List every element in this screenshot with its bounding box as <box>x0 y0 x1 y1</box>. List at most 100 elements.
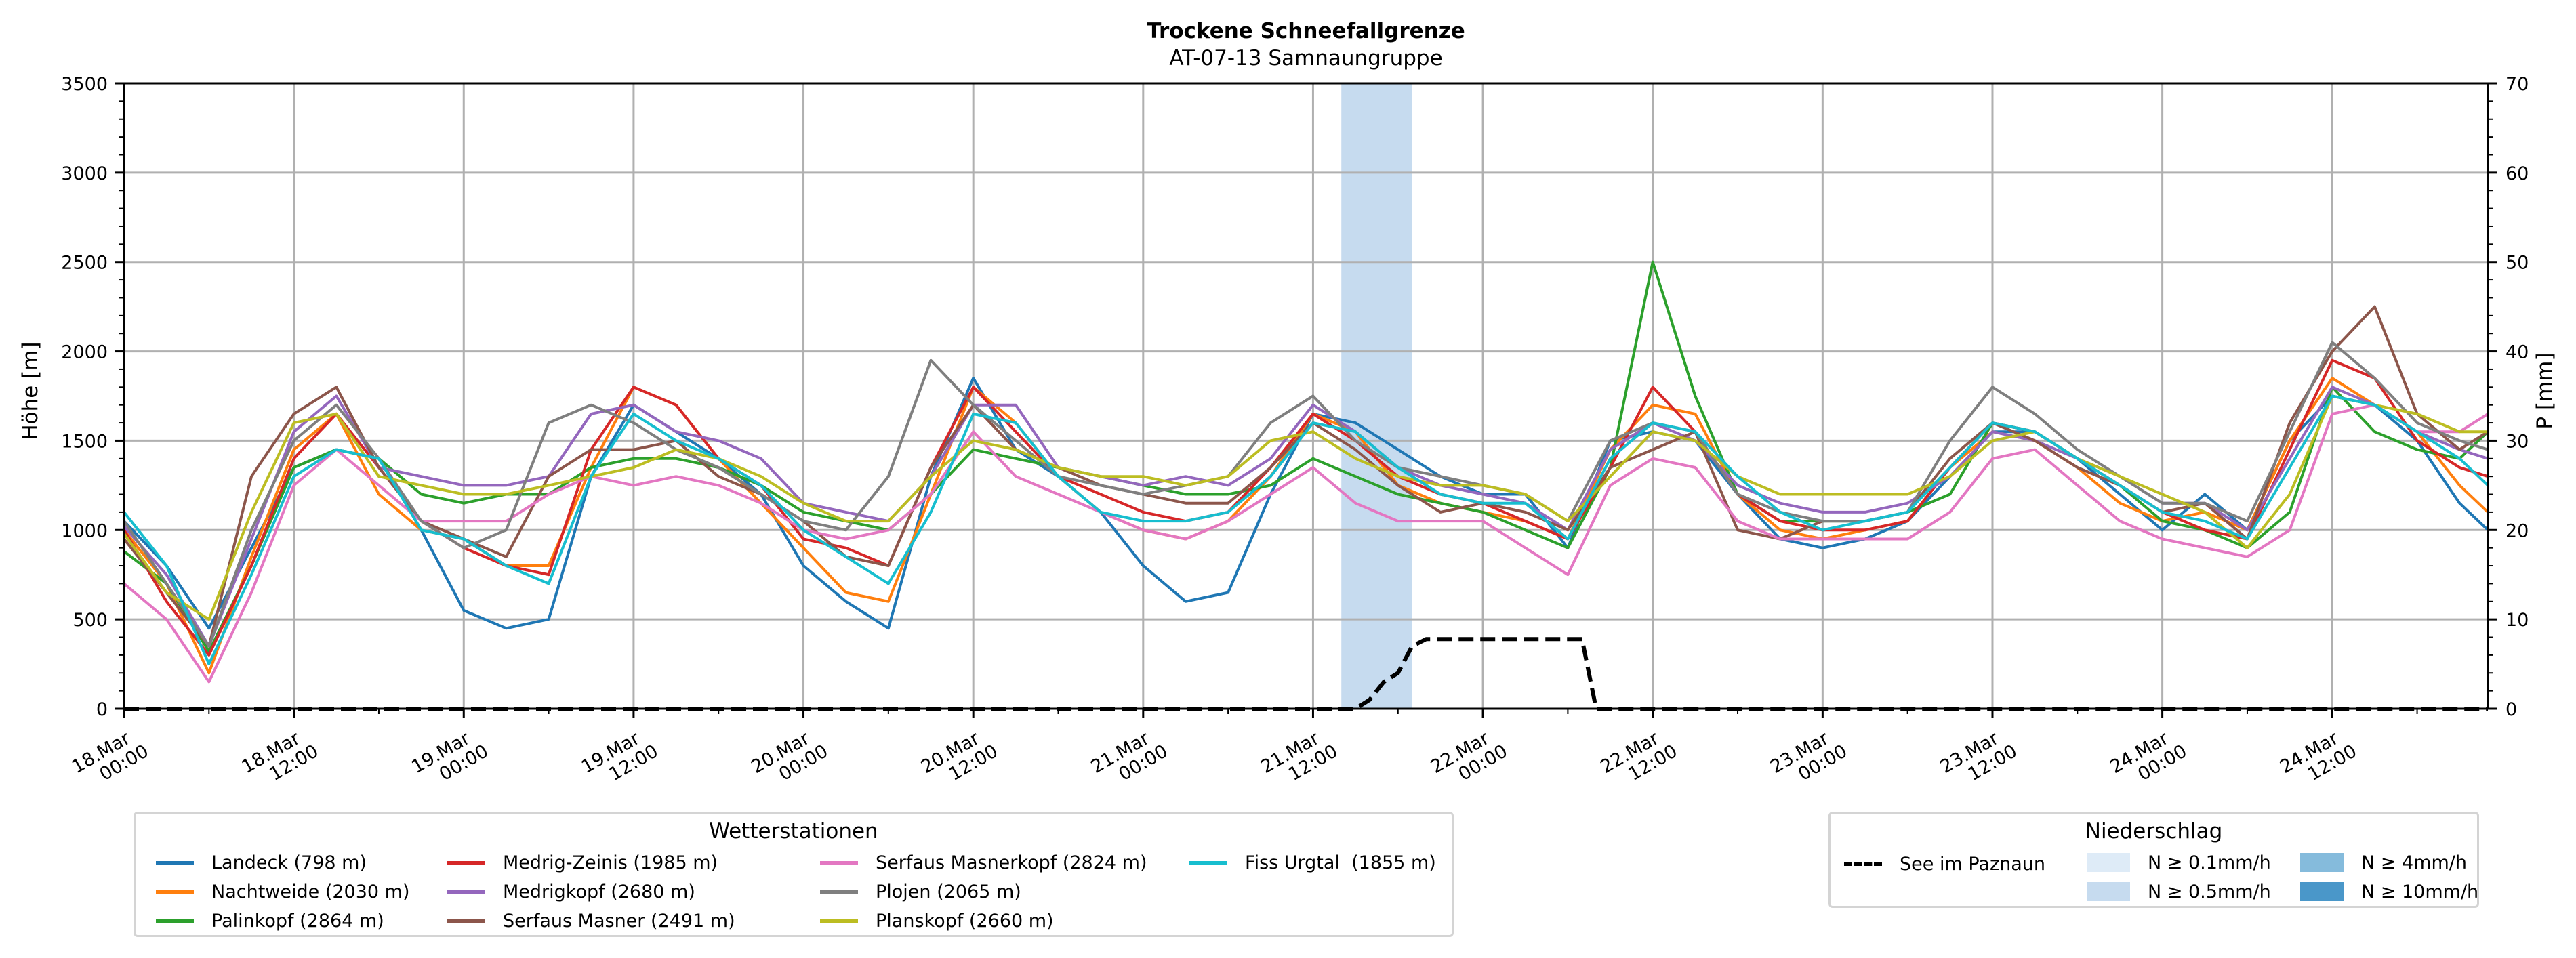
legend-item-station: Serfaus Masnerkopf (2824 m) <box>820 850 1147 875</box>
legend-swatch <box>2087 882 2130 901</box>
legend-label: N ≥ 0.5mm/h <box>2148 881 2271 902</box>
legend-swatch <box>1189 860 1227 865</box>
legend-lake-label: See im Paznaun <box>1900 853 2045 875</box>
y-tick-label: 2000 <box>61 342 108 363</box>
legend-swatch <box>820 890 858 894</box>
legend-label: Medrigkopf (2680 m) <box>503 881 695 902</box>
y-tick-label: 2500 <box>61 253 108 274</box>
station-lines <box>123 260 2489 684</box>
y-tick-label: 0 <box>96 699 108 720</box>
legend-swatch <box>156 890 194 894</box>
plot-frame <box>123 82 2489 710</box>
series-line-6 <box>123 403 2489 684</box>
legend-label: Nachtweide (2030 m) <box>211 881 410 902</box>
legend-label: Plojen (2065 m) <box>876 881 1021 902</box>
legend-item-station: Nachtweide (2030 m) <box>156 879 409 904</box>
y-tick-label: 1500 <box>61 431 108 452</box>
legend-swatch <box>447 890 485 894</box>
legend-item-station: Palinkopf (2864 m) <box>156 909 384 933</box>
y-tick-label: 3500 <box>61 74 108 95</box>
legend-item-precip: N ≥ 4mm/h <box>2300 850 2467 875</box>
legend-label: N ≥ 0.1mm/h <box>2148 852 2271 873</box>
legend-swatch <box>156 919 194 923</box>
legend-item-station: Planskopf (2660 m) <box>820 909 1054 933</box>
legend-label: N ≥ 4mm/h <box>2361 852 2467 873</box>
legend-label: N ≥ 10mm/h <box>2361 881 2479 902</box>
legend-item-lake: See im Paznaun <box>1844 850 2045 877</box>
chart-title: Trockene Schneefallgrenze <box>1147 19 1465 43</box>
y2-tick-label: 30 <box>2506 431 2529 452</box>
legend-item-station: Medrigkopf (2680 m) <box>447 879 695 904</box>
precipitation-bands <box>1341 83 1412 709</box>
y-tick-label: 500 <box>73 610 108 631</box>
lake-series <box>124 637 2488 711</box>
legend-item-station: Landeck (798 m) <box>156 850 367 875</box>
y2-tick-label: 60 <box>2506 163 2529 184</box>
legend-label: Serfaus Masner (2491 m) <box>503 910 735 932</box>
chart-subtitle: AT-07-13 Samnaungruppe <box>1169 46 1442 70</box>
lake-line <box>124 637 2488 711</box>
legend-label: Planskopf (2660 m) <box>876 910 1054 932</box>
y-axis-right: 0 10 20 30 40 50 60 70 <box>2488 74 2529 720</box>
legend-swatch <box>156 860 194 865</box>
legend-swatch <box>820 860 858 865</box>
grid <box>124 83 2488 709</box>
y-tick-label: 1000 <box>61 520 108 541</box>
legend-label: Landeck (798 m) <box>211 852 367 873</box>
legend-swatch <box>2300 882 2344 901</box>
legend-item-precip: N ≥ 10mm/h <box>2300 879 2478 904</box>
legend-item-precip: N ≥ 0.5mm/h <box>2087 879 2271 904</box>
precip-band <box>1341 83 1412 709</box>
series-line-8 <box>123 394 2488 621</box>
legend-item-station: Fiss Urgtal (1855 m) <box>1189 850 1436 875</box>
legend-stations: Wetterstationen Landeck (798 m) Nachtweid… <box>134 812 1454 937</box>
legend-item-station: Plojen (2065 m) <box>820 879 1021 904</box>
legend-label: Fiss Urgtal (1855 m) <box>1245 852 1436 873</box>
legend-precipitation: Niederschlag See im Paznaun N ≥ 0.1mm/h N… <box>1828 812 2479 908</box>
legend-item-precip: N ≥ 0.1mm/h <box>2087 850 2271 875</box>
y-axis-left: 0 500 1000 1500 2000 2500 3000 3500 <box>61 74 124 720</box>
y2-tick-label: 40 <box>2506 342 2529 363</box>
legend-swatch <box>2087 853 2130 872</box>
legend-swatch <box>447 860 485 865</box>
y2-tick-label: 20 <box>2506 520 2529 541</box>
legend-swatch <box>447 919 485 923</box>
legend-label: Palinkopf (2864 m) <box>211 910 384 932</box>
series-line-9 <box>123 394 2489 666</box>
y2-axis-label: P [mm] <box>2533 352 2557 429</box>
legend-precip-title: Niederschlag <box>2085 819 2223 844</box>
y-tick-label: 3000 <box>61 163 108 184</box>
dashed-line-swatch <box>1844 862 1882 866</box>
legend-item-station: Serfaus Masner (2491 m) <box>447 909 735 933</box>
y-axis-label: Höhe [m] <box>18 341 43 440</box>
series-line-7 <box>123 341 2489 648</box>
series-line-2 <box>123 260 2489 653</box>
y2-tick-label: 10 <box>2506 610 2529 631</box>
legend-stations-title: Wetterstationen <box>709 819 878 844</box>
legend-item-station: Medrig-Zeinis (1985 m) <box>447 850 718 875</box>
series-line-5 <box>123 305 2489 648</box>
legend-swatch <box>820 919 858 923</box>
legend-swatch <box>2300 853 2344 872</box>
y2-tick-label: 50 <box>2506 253 2529 274</box>
legend-label: Medrig-Zeinis (1985 m) <box>503 852 718 873</box>
legend-label: Serfaus Masnerkopf (2824 m) <box>876 852 1147 873</box>
y2-tick-label: 0 <box>2506 699 2517 720</box>
y2-tick-label: 70 <box>2506 74 2529 95</box>
